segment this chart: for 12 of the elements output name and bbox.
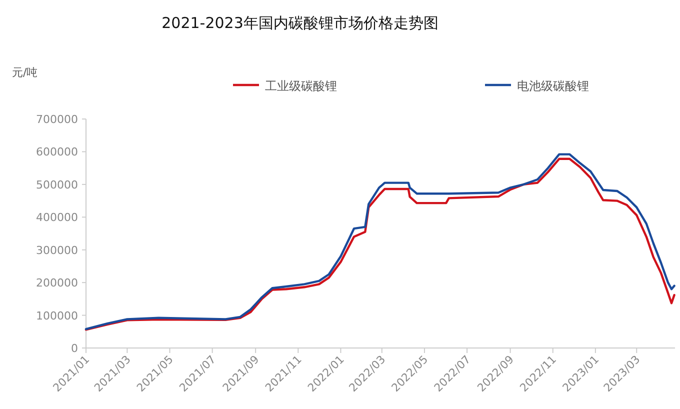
chart-title: 2021-2023年国内碳酸锂市场价格走势图 (162, 14, 438, 32)
y-tick-label: 100000 (36, 309, 78, 322)
y-tick-label: 0 (71, 342, 78, 355)
y-tick-label: 300000 (36, 244, 78, 257)
legend-label: 工业级碳酸锂 (265, 79, 337, 93)
y-tick-label: 700000 (36, 113, 78, 126)
y-tick-label: 400000 (36, 211, 78, 224)
y-tick-label: 600000 (36, 146, 78, 159)
y-axis-title: 元/吨 (12, 66, 38, 79)
y-tick-label: 500000 (36, 178, 78, 192)
legend-label: 电池级碳酸锂 (517, 79, 589, 93)
y-tick-label: 200000 (36, 276, 78, 290)
